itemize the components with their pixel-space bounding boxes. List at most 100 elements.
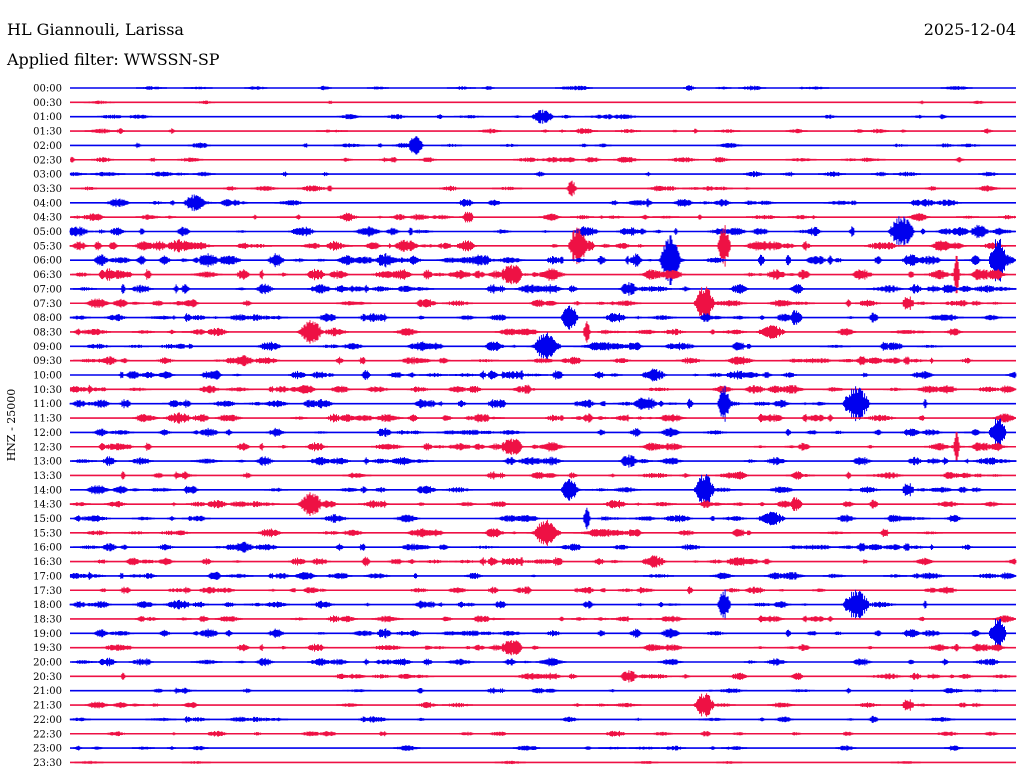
row-time-label: 21:30 (33, 701, 62, 712)
row-time-label: 21:00 (33, 686, 62, 697)
row-time-label: 09:00 (33, 342, 62, 353)
row-time-label: 19:00 (33, 629, 62, 640)
trace-waveform (73, 507, 964, 530)
row-time-label: 18:00 (33, 600, 62, 611)
row-time-label: 02:30 (33, 155, 62, 166)
trace-waveform (84, 474, 984, 506)
row-time-label: 12:30 (33, 442, 62, 453)
row-time-label: 14:00 (33, 485, 62, 496)
trace-waveform (136, 85, 973, 91)
row-time-label: 05:00 (33, 227, 62, 238)
row-time-label: 16:00 (33, 543, 62, 554)
trace-waveform (69, 384, 1017, 394)
trace-waveform (118, 368, 1017, 382)
row-time-label: 11:30 (33, 414, 62, 425)
row-time-label: 03:30 (33, 184, 62, 195)
row-time-label: 17:00 (33, 571, 62, 582)
row-time-label: 00:30 (33, 98, 62, 109)
trace-waveform (69, 385, 928, 422)
trace-rows: 00:00 00:30 01:00 01:30 02:00 02:30 03:00 03:30… (33, 84, 1017, 769)
row-time-label: 09:30 (33, 356, 62, 367)
trace-waveform (73, 282, 1017, 296)
row-time-label: 22:30 (33, 729, 62, 740)
trace-waveform (73, 745, 964, 751)
trace-waveform (84, 128, 994, 134)
trace-waveform (69, 305, 1003, 330)
trace-waveform (73, 541, 973, 553)
trace-waveform (133, 136, 981, 155)
trace-waveform (69, 589, 928, 620)
row-time-label: 23:30 (33, 758, 62, 769)
trace-waveform (92, 418, 1007, 447)
trace-waveform (94, 555, 1017, 568)
trace-waveform (97, 586, 960, 595)
trace-waveform (69, 216, 1016, 247)
row-time-label: 11:00 (33, 399, 62, 410)
channel-scale-label: HNZ - 25000 (5, 389, 18, 462)
trace-waveform (134, 615, 1016, 623)
trace-waveform (71, 255, 1008, 294)
trace-waveform (83, 332, 943, 361)
trace-waveform (132, 412, 1016, 424)
trace-waveform (97, 109, 949, 124)
row-time-label: 01:30 (33, 127, 62, 138)
trace-waveform (73, 320, 964, 344)
row-time-label: 17:30 (33, 586, 62, 597)
row-time-label: 07:00 (33, 284, 62, 295)
trace-waveform (151, 687, 1002, 694)
trace-waveform (120, 670, 1017, 683)
row-time-label: 23:00 (33, 744, 62, 755)
trace-waveform (70, 156, 965, 163)
row-time-label: 15:00 (33, 514, 62, 525)
row-time-label: 08:30 (33, 327, 62, 338)
row-time-label: 10:30 (33, 385, 62, 396)
row-time-label: 04:30 (33, 213, 62, 224)
row-time-label: 03:00 (33, 170, 62, 181)
trace-waveform (92, 235, 1016, 285)
row-time-label: 07:30 (33, 299, 62, 310)
row-time-label: 14:30 (33, 500, 62, 511)
trace-waveform (73, 355, 973, 367)
row-time-label: 22:00 (33, 715, 62, 726)
row-time-label: 18:30 (33, 614, 62, 625)
row-time-label: 10:00 (33, 371, 62, 382)
trace-waveform (83, 519, 943, 546)
trace-waveform (70, 211, 1016, 223)
row-time-label: 16:30 (33, 557, 62, 568)
row-time-label: 13:30 (33, 471, 62, 482)
row-time-label: 13:00 (33, 457, 62, 468)
trace-waveform (98, 432, 1008, 462)
row-time-label: 04:00 (33, 198, 62, 209)
row-time-label: 20:30 (33, 672, 62, 683)
row-time-label: 06:00 (33, 256, 62, 267)
trace-waveform (103, 730, 1003, 737)
trace-waveform (71, 454, 1017, 468)
filter-label: Applied filter: WWSSN-SP (6, 50, 220, 69)
row-time-label: 08:00 (33, 313, 62, 324)
row-time-label: 19:30 (33, 643, 62, 654)
trace-waveform (81, 180, 1001, 197)
trace-waveform (69, 171, 999, 178)
row-time-label: 15:30 (33, 528, 62, 539)
trace-waveform (101, 640, 1008, 656)
row-time-label: 05:30 (33, 241, 62, 252)
trace-waveform (84, 286, 1002, 320)
station-title: HL Giannouli, Larissa (7, 20, 184, 39)
row-time-label: 01:00 (33, 112, 62, 123)
trace-waveform (69, 571, 1017, 580)
row-time-label: 12:00 (33, 428, 62, 439)
row-time-label: 06:30 (33, 270, 62, 281)
row-time-label: 00:00 (33, 84, 62, 95)
trace-waveform (104, 194, 962, 212)
trace-waveform (83, 100, 986, 105)
trace-waveform (84, 693, 984, 717)
trace-waveform (69, 492, 1003, 516)
row-time-label: 20:00 (33, 658, 62, 669)
row-time-label: 02:00 (33, 141, 62, 152)
trace-waveform (71, 657, 1000, 667)
date-label: 2025-12-04 (924, 20, 1016, 39)
trace-waveform (92, 618, 1007, 648)
trace-waveform (69, 715, 956, 723)
trace-waveform (120, 471, 1002, 480)
